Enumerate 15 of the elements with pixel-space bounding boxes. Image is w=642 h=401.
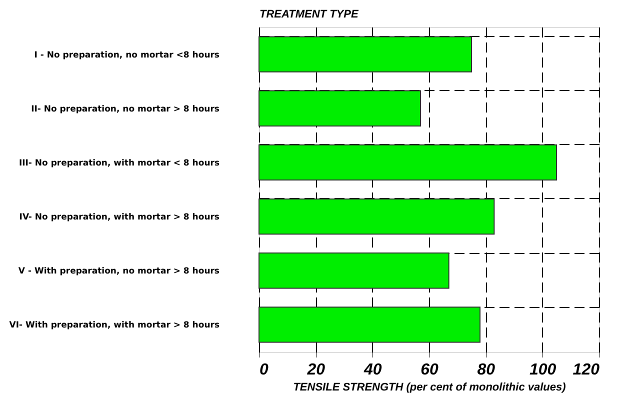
y-tick-label: VI- With preparation, with mortar > 8 hours	[9, 320, 220, 331]
x-tick-label: 20	[306, 362, 326, 378]
x-tick-label: 100	[529, 362, 556, 378]
y-tick-label: II- No preparation, no mortar > 8 hours	[31, 104, 220, 114]
y-tick-label: IV- No preparation, with mortar > 8 hours	[19, 212, 220, 223]
x-tick-label: 60	[420, 362, 438, 378]
x-axis-title: TENSILE STRENGTH (per cent of monolithic values)	[293, 382, 566, 394]
y-axis-title: TREATMENT TYPE	[260, 8, 359, 20]
x-tick-label: 80	[477, 362, 496, 378]
y-tick-label: I - No preparation, no mortar <8 hours	[34, 50, 220, 60]
x-tick-label: 0	[260, 362, 268, 378]
x-tick-label: 120	[572, 362, 600, 378]
x-tick-label: 40	[362, 362, 382, 378]
y-tick-label: III- No preparation, with mortar < 8 hours	[18, 158, 220, 168]
y-tick-label: V - With preparation, no mortar > 8 hours	[18, 266, 220, 277]
